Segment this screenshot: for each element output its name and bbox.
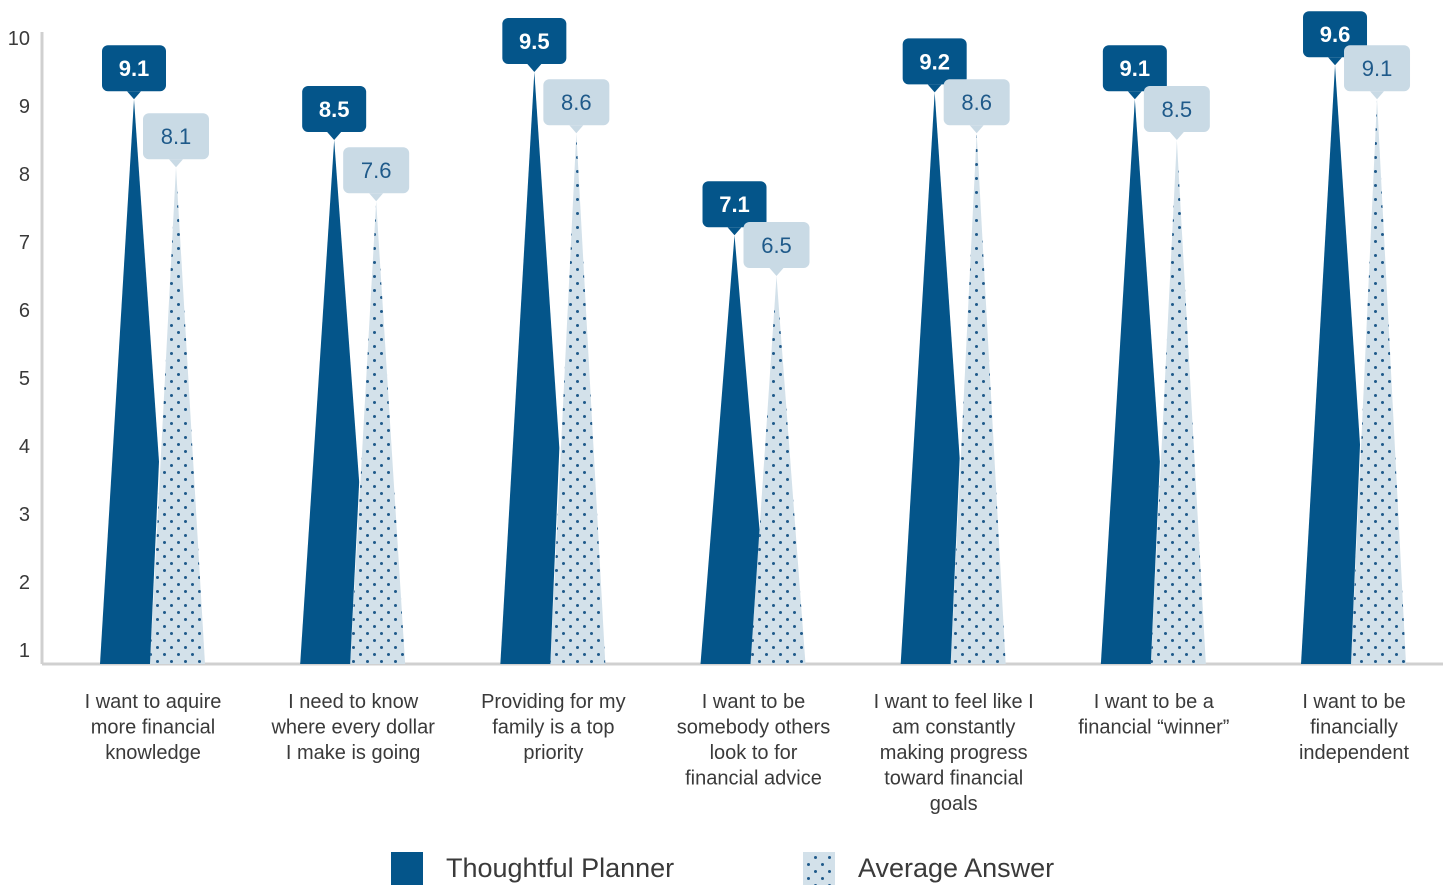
average-answer-peak bbox=[1351, 99, 1407, 664]
y-tick-label: 7 bbox=[19, 232, 30, 254]
category-label: I want to be a financial “winner” bbox=[1078, 691, 1229, 739]
thoughtful-planner-peak bbox=[500, 72, 560, 664]
y-tick-label: 8 bbox=[19, 164, 30, 186]
average-answer-label-box bbox=[543, 79, 610, 126]
thoughtful-planner-peak bbox=[300, 140, 360, 664]
average-answer-label-box bbox=[943, 79, 1010, 126]
legend: Thoughtful Planner Average Answer bbox=[391, 852, 1054, 885]
thoughtful-planner-label-pointer bbox=[327, 132, 342, 140]
average-answer-value: 9.1 bbox=[1362, 56, 1393, 81]
thoughtful-planner-label-box bbox=[702, 181, 767, 228]
average-answer-label-pointer bbox=[169, 159, 183, 168]
average-answer-value: 6.5 bbox=[761, 233, 792, 258]
thoughtful-planner-value: 9.5 bbox=[519, 29, 550, 54]
thoughtful-planner-label-pointer bbox=[1127, 91, 1142, 100]
y-tick-label: 9 bbox=[19, 96, 30, 118]
thoughtful-planner-value: 9.6 bbox=[1320, 22, 1351, 47]
average-answer-peak bbox=[550, 133, 606, 664]
thoughtful-planner-peak bbox=[100, 99, 159, 664]
y-tick-label: 2 bbox=[19, 572, 30, 594]
y-tick-label: 5 bbox=[19, 368, 30, 390]
average-answer-peak bbox=[950, 133, 1006, 664]
thoughtful-planner-label-pointer bbox=[527, 64, 542, 72]
y-tick-label: 6 bbox=[19, 300, 30, 322]
thoughtful-planner-label-pointer bbox=[727, 227, 742, 236]
legend-label-average-answer: Average Answer bbox=[858, 853, 1054, 883]
average-answer-value: 8.5 bbox=[1162, 97, 1193, 122]
y-tick-label: 3 bbox=[19, 504, 30, 526]
legend-swatch-average-answer bbox=[803, 852, 835, 885]
value-labels: 9.1 8.1 8.5 7.6 9.5 8.6 7.1 6.5 9.2 8.6 9.1 8.5 9.6 9… bbox=[102, 11, 1411, 276]
category-label: I want to be financially independent bbox=[1299, 691, 1410, 764]
thoughtful-planner-peak bbox=[900, 92, 960, 664]
category-labels: I want to aquire more financial knowledge I… bbox=[85, 691, 1410, 815]
average-answer-label-pointer bbox=[1370, 91, 1385, 100]
thoughtful-planner-value: 9.2 bbox=[919, 49, 950, 74]
average-answer-value: 7.6 bbox=[361, 158, 392, 183]
thoughtful-planner-label-pointer bbox=[1328, 57, 1343, 66]
category-label: I need to know where every dollar I make i… bbox=[270, 691, 435, 764]
average-answer-label-pointer bbox=[569, 125, 584, 134]
thoughtful-planner-value: 9.1 bbox=[1120, 56, 1151, 81]
thoughtful-planner-value: 7.1 bbox=[719, 192, 750, 217]
thoughtful-planner-label-box bbox=[1102, 45, 1167, 92]
thoughtful-planner-label-pointer bbox=[127, 91, 141, 100]
y-tick-label: 10 bbox=[8, 28, 30, 50]
average-answer-peak bbox=[750, 276, 806, 664]
thoughtful-planner-peak bbox=[700, 235, 760, 664]
average-answer-label-box bbox=[743, 222, 810, 268]
average-answer-label-pointer bbox=[1169, 132, 1184, 140]
thoughtful-planner-value: 8.5 bbox=[319, 97, 350, 122]
legend-swatch-thoughtful-planner bbox=[391, 852, 423, 885]
y-axis: 1 2 3 4 5 6 7 8 9 10 bbox=[8, 28, 1443, 666]
average-answer-peak bbox=[1150, 140, 1206, 664]
average-answer-label-box bbox=[143, 113, 209, 160]
thoughtful-planner-value: 9.1 bbox=[119, 56, 150, 81]
thoughtful-planner-label-box bbox=[302, 86, 367, 132]
average-answer-peak bbox=[150, 167, 205, 664]
average-answer-label-pointer bbox=[369, 193, 384, 202]
average-answer-value: 8.6 bbox=[561, 90, 592, 115]
thoughtful-planner-label-box bbox=[102, 45, 166, 92]
thoughtful-planner-label-pointer bbox=[927, 84, 942, 93]
chart-marks bbox=[100, 65, 1407, 664]
thoughtful-planner-label-box bbox=[502, 18, 567, 64]
legend-label-thoughtful-planner: Thoughtful Planner bbox=[446, 853, 674, 883]
average-answer-label-box bbox=[1344, 45, 1411, 92]
y-tick-label: 1 bbox=[19, 640, 30, 662]
thoughtful-planner-label-box bbox=[902, 38, 967, 85]
thoughtful-planner-peak bbox=[1301, 65, 1361, 664]
average-answer-label-pointer bbox=[969, 125, 984, 134]
category-label: I want to aquire more financial knowledge bbox=[85, 691, 222, 764]
category-label: Providing for my family is a top priority bbox=[481, 691, 626, 764]
average-answer-value: 8.6 bbox=[961, 90, 992, 115]
average-answer-value: 8.1 bbox=[161, 124, 192, 149]
average-answer-label-pointer bbox=[769, 268, 784, 276]
thoughtful-planner-peak bbox=[1100, 99, 1160, 664]
average-answer-label-box bbox=[1143, 86, 1210, 132]
category-label: I want to be somebody others look to for fi… bbox=[677, 691, 830, 790]
average-answer-label-box bbox=[343, 147, 410, 194]
average-answer-peak bbox=[350, 201, 406, 664]
y-tick-label: 4 bbox=[19, 436, 30, 458]
